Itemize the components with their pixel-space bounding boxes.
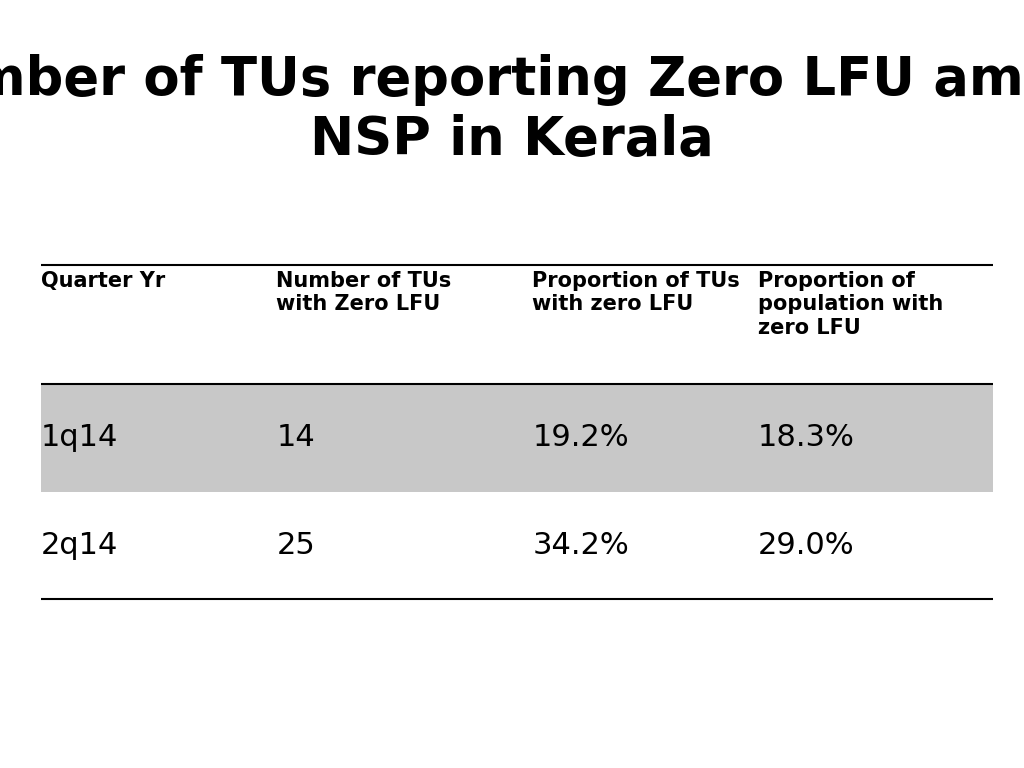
Text: Number of TUs reporting Zero LFU among
NSP in Kerala: Number of TUs reporting Zero LFU among N… — [0, 54, 1024, 166]
Text: Proportion of
population with
zero LFU: Proportion of population with zero LFU — [758, 271, 943, 337]
Text: 18.3%: 18.3% — [758, 423, 855, 452]
Text: 25: 25 — [276, 531, 315, 560]
Text: 34.2%: 34.2% — [532, 531, 629, 560]
Bar — [41, 384, 993, 492]
Text: 29.0%: 29.0% — [758, 531, 854, 560]
Text: 19.2%: 19.2% — [532, 423, 629, 452]
Text: Quarter Yr: Quarter Yr — [41, 271, 165, 291]
Text: 2q14: 2q14 — [41, 531, 119, 560]
Text: 1q14: 1q14 — [41, 423, 119, 452]
Bar — [41, 492, 993, 599]
Text: Proportion of TUs
with zero LFU: Proportion of TUs with zero LFU — [532, 271, 740, 314]
Text: Number of TUs
with Zero LFU: Number of TUs with Zero LFU — [276, 271, 452, 314]
Text: 14: 14 — [276, 423, 315, 452]
